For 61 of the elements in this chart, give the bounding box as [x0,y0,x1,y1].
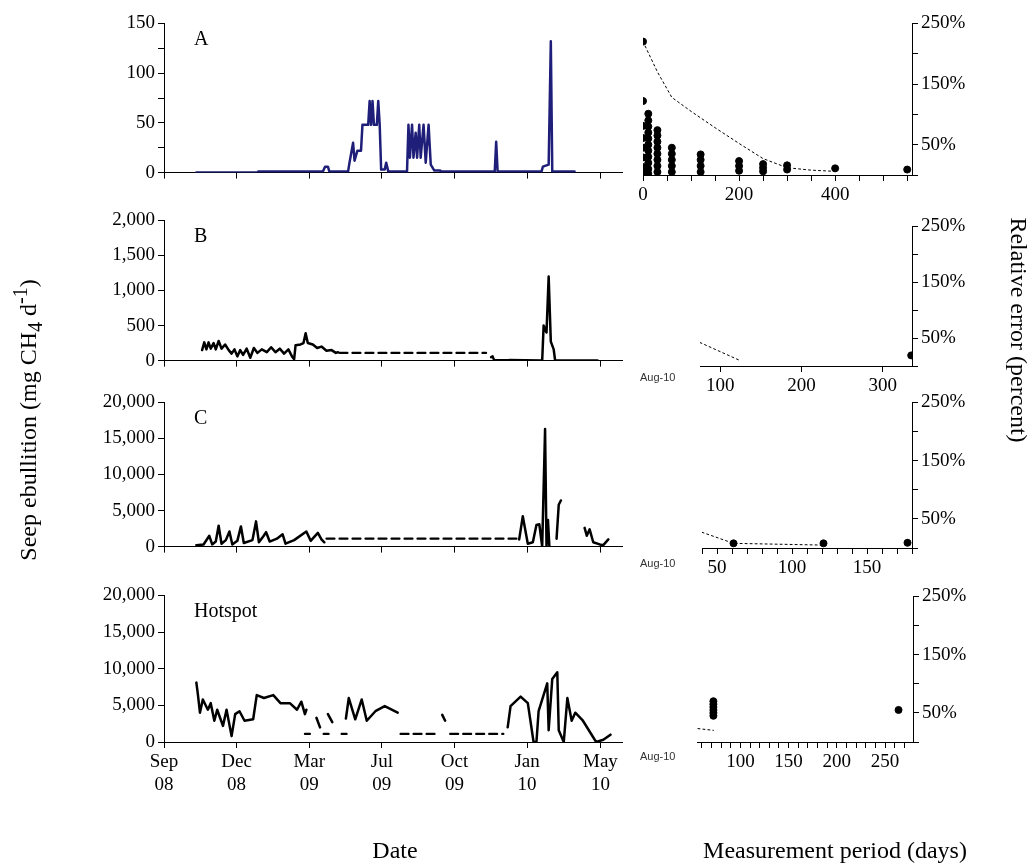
annotation: B [194,224,208,247]
y-tick-label: 500 [126,313,155,335]
y-tick-label: 250% [922,584,967,606]
y-tick-label: 2,000 [112,208,155,230]
y-tick-label: 150% [922,642,967,664]
y-axis-title: Relative error (percent) [1004,217,1032,443]
x-tick-label: 150 [852,556,882,578]
y-tick-label: 5,000 [112,693,155,715]
y-tick-label: 10,000 [102,656,155,678]
x-tick-label: Dec 08 [221,750,252,795]
x-tick-label: 100 [706,374,735,396]
x-tick-label: 200 [822,750,852,772]
x-tick-label: 100 [777,556,807,578]
y-tick-label: 1,000 [112,278,155,300]
y-tick-label: 15,000 [102,620,155,642]
x-tick-label: 50 [707,556,727,578]
y-tick-label: 100 [126,61,155,83]
x-tick-label: May 10 [583,750,619,795]
x-tick-label: Jan 10 [514,750,541,795]
y-tick-label: 0 [145,534,155,556]
y-tick-label: 50% [921,506,956,528]
x-tick-label: Oct 09 [440,750,469,795]
y-tick-label: 50% [921,132,956,154]
x-tick-label: 150 [774,750,803,772]
y-tick-label: 15,000 [102,426,155,448]
y-tick-label: 150 [126,11,155,33]
x-tick-label: Sep 08 [149,750,179,795]
x-tick-label: 200 [787,374,816,396]
y-tick-label: 10,000 [102,462,155,484]
x-tick-label: 100 [726,750,755,772]
x-tick-label: Mar 09 [293,750,326,795]
x-tick-label: 0 [638,183,648,205]
y-tick-label: 0 [145,348,155,370]
y-tick-label: 50 [136,110,155,132]
y-tick-label: 0 [145,729,155,751]
x-tick-label: 200 [724,183,754,205]
text: Aug-10 [640,557,676,569]
x-tick-label: 250 [870,750,900,772]
y-tick-label: 5,000 [112,498,155,520]
x-tick-label: 300 [868,374,898,396]
y-tick-label: 250% [921,214,966,236]
annotation: C [194,406,208,429]
y-tick-label: 150% [921,72,966,94]
y-tick-label: 1,500 [112,243,155,265]
text: Aug-10 [640,750,676,762]
x-axis-title: Date [372,836,418,864]
text: Aug-10 [640,371,676,383]
annotation: A [194,27,209,50]
y-tick-label: 250% [921,390,966,412]
x-axis-title: Measurement period (days) [703,836,967,864]
x-tick-label: 400 [820,183,850,205]
y-tick-label: 150% [921,270,966,292]
y-tick-label: 50% [921,326,956,348]
y-tick-label: 20,000 [102,583,155,605]
y-tick-label: 0 [145,160,155,182]
x-tick-label: Jul 09 [370,750,393,795]
y-tick-label: 20,000 [102,390,155,412]
y-tick-label: 150% [921,448,966,470]
y-tick-label: 50% [922,700,957,722]
y-tick-label: 250% [921,11,966,33]
annotation: Hotspot [194,599,258,622]
